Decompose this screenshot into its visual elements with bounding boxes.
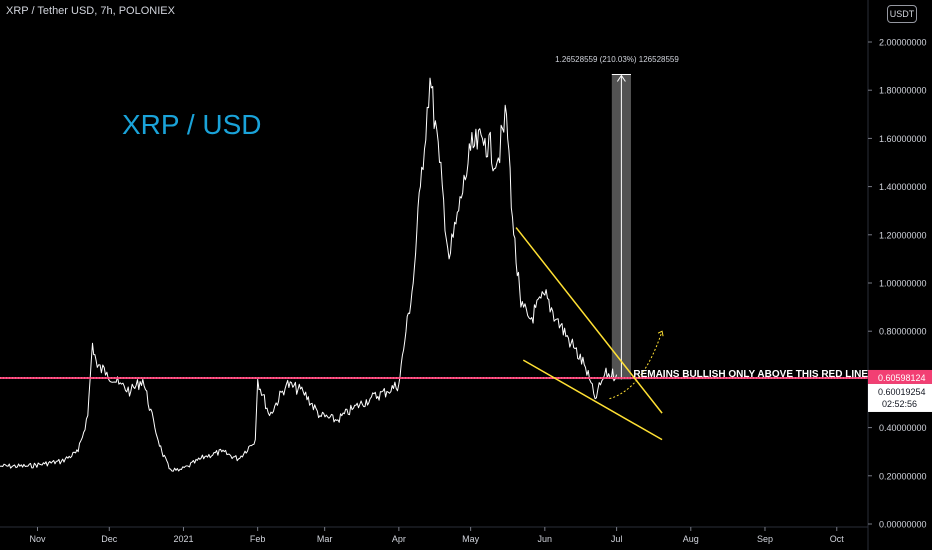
x-tick-label: Jul <box>611 534 623 544</box>
y-tick-label: 0.00000000 <box>879 520 927 530</box>
y-tick-label: 0.80000000 <box>879 327 927 337</box>
line-price-label: 0.60598124 <box>878 373 926 383</box>
y-tick-label: 0.20000000 <box>879 471 927 481</box>
y-tick-label: 1.00000000 <box>879 279 927 289</box>
x-tick-label: Jun <box>538 534 553 544</box>
x-tick-label: Oct <box>830 534 845 544</box>
y-tick-label: 1.40000000 <box>879 182 927 192</box>
projection-arrow-head <box>657 330 664 337</box>
last-price-label: 0.60019254 <box>878 387 926 397</box>
y-tick-label: 1.60000000 <box>879 134 927 144</box>
x-tick-label: Mar <box>317 534 333 544</box>
last-price-tag <box>868 383 932 412</box>
x-tick-label: Apr <box>392 534 406 544</box>
wedge-upper-line[interactable] <box>515 227 663 414</box>
y-tick-label: 0.40000000 <box>879 423 927 433</box>
projection-curve <box>609 331 663 400</box>
y-tick-label: 1.20000000 <box>879 230 927 240</box>
resistance-note: REMAINS BULLISH ONLY ABOVE THIS RED LINE <box>633 369 868 380</box>
x-tick-label: Nov <box>29 534 46 544</box>
wedge-lower-line[interactable] <box>522 359 663 441</box>
y-tick-label: 2.00000000 <box>879 38 927 48</box>
x-tick-label: 2021 <box>173 534 193 544</box>
price-series-line <box>0 77 618 472</box>
y-tick-label: 1.80000000 <box>879 86 927 96</box>
symbol-title[interactable]: XRP / Tether USD, 7h, POLONIEX <box>6 5 175 17</box>
countdown-label: 02:52:56 <box>882 399 917 409</box>
x-tick-label: Dec <box>101 534 118 544</box>
x-tick-label: Feb <box>250 534 266 544</box>
currency-badge[interactable]: USDT <box>887 5 917 23</box>
x-tick-label: May <box>462 534 480 544</box>
chart-title: XRP / USD <box>122 109 262 140</box>
line-price-tag <box>868 369 932 384</box>
measure-arrow-head <box>616 74 626 82</box>
x-tick-label: Sep <box>757 534 773 544</box>
measure-label: 1.26528559 (210.03%) 126528559 <box>555 55 679 64</box>
x-tick-label: Aug <box>683 534 699 544</box>
